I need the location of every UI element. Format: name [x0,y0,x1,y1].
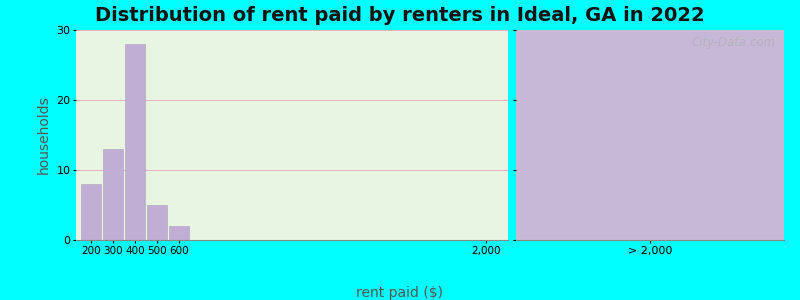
Bar [125,44,146,240]
Text: rent paid ($): rent paid ($) [357,286,443,300]
Bar [147,205,167,240]
Y-axis label: households: households [37,96,50,174]
Text: Distribution of rent paid by renters in Ideal, GA in 2022: Distribution of rent paid by renters in … [95,6,705,25]
Text: City-Data.com: City-Data.com [692,36,776,49]
Bar [103,149,123,240]
Bar [82,184,102,240]
Bar [516,65,784,240]
Bar [169,226,189,240]
